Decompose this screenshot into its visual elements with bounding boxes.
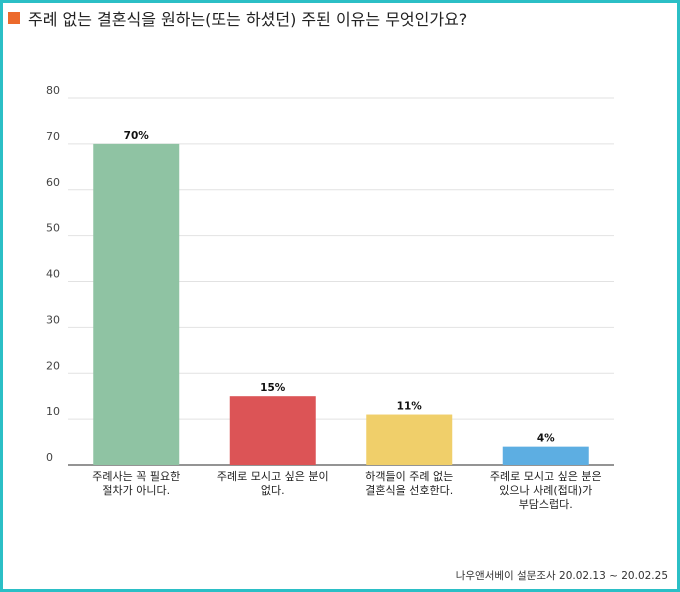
category-label-1: 주례사는 꼭 필요한 절차가 아니다. [71, 470, 201, 498]
bar-value-label: 11% [397, 401, 423, 413]
category-label-line: 부담스럽다. [518, 498, 573, 511]
category-label-line: 있으나 사례(접대)가 [499, 484, 593, 497]
bar-1 [93, 143, 180, 465]
bar-value-label: 15% [260, 382, 286, 394]
category-label-line: 하객들이 주례 없는 [365, 470, 454, 483]
chart-title-row: 주례 없는 결혼식을 원하는(또는 하셨던) 주된 이유는 무엇인가요? [8, 7, 467, 29]
y-tick-label: 50 [46, 222, 60, 235]
title-marker-square [8, 12, 20, 24]
bar-value-label: 4% [537, 433, 555, 445]
y-tick-label: 10 [46, 405, 60, 418]
category-label-line: 절차가 아니다. [102, 484, 171, 497]
y-tick-label: 30 [46, 313, 60, 326]
bar-value-label: 70% [124, 130, 150, 142]
y-tick-label: 80 [46, 84, 60, 97]
y-tick-label: 40 [46, 268, 60, 281]
category-label-4: 주례로 모시고 싶은 분은 있으나 사례(접대)가 부담스럽다. [481, 470, 611, 512]
bar-4 [502, 446, 589, 465]
y-tick-label: 70 [46, 130, 60, 143]
category-label-line: 주례사는 꼭 필요한 [92, 470, 181, 483]
category-label-line: 주례로 모시고 싶은 분이 [216, 470, 329, 483]
y-tick-label: 60 [46, 176, 60, 189]
bar-3 [366, 414, 453, 465]
chart-title: 주례 없는 결혼식을 원하는(또는 하셨던) 주된 이유는 무엇인가요? [28, 10, 468, 29]
category-label-line: 주례로 모시고 싶은 분은 [489, 470, 602, 483]
category-label-3: 하객들이 주례 없는 결혼식을 선호한다. [344, 470, 474, 498]
bar-2 [229, 396, 316, 465]
y-tick-label: 20 [46, 359, 60, 372]
y-tick-label: 0 [46, 451, 53, 464]
category-label-2: 주례로 모시고 싶은 분이 없다. [208, 470, 338, 498]
category-label-line: 결혼식을 선호한다. [365, 484, 454, 497]
survey-source: 나우앤서베이 설문조사 20.02.13 ~ 20.02.25 [455, 570, 668, 582]
category-label-line: 없다. [260, 484, 285, 497]
